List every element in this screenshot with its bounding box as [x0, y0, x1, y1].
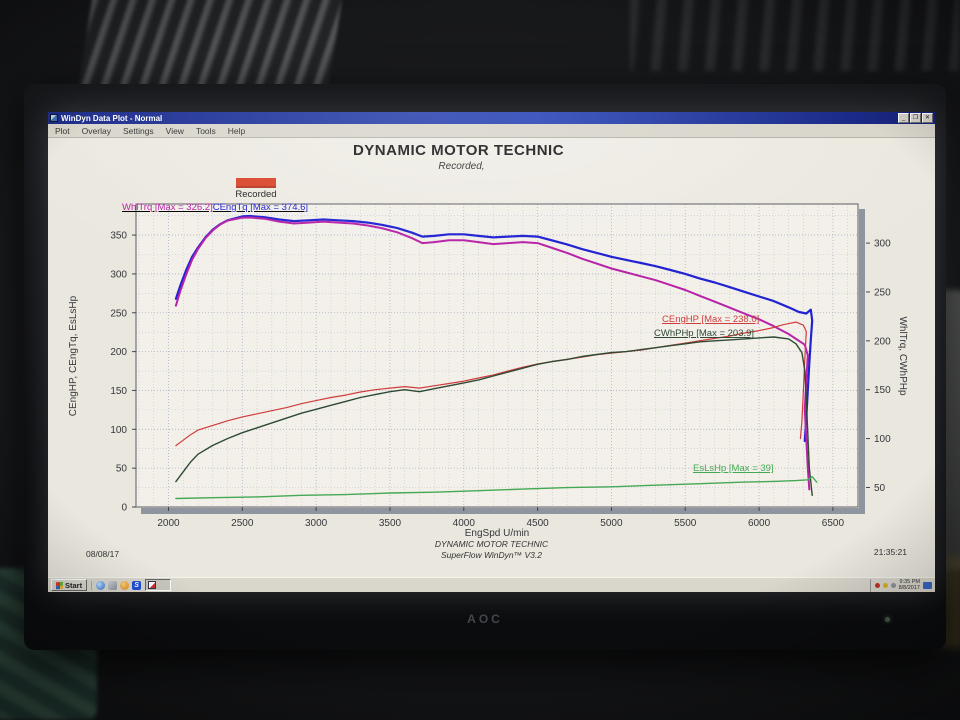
x-tick-label: 5500 [674, 518, 697, 529]
system-tray: 9:35 PM 8/8/2017 [869, 578, 932, 592]
plot-shadow-bottom [141, 508, 865, 514]
right-tick-label: 200 [874, 336, 891, 347]
right-axis-title: WhlTrq, CWhPHp [897, 316, 908, 396]
superflow-s-icon[interactable]: S [132, 580, 142, 590]
menu-plot[interactable]: Plot [55, 125, 70, 136]
x-tick-label: 2500 [231, 518, 254, 529]
minimize-button[interactable]: _ [898, 113, 909, 123]
left-axis-title: CEngHP, CEngTq, EsLsHp [68, 295, 79, 416]
plot-window-icon [50, 114, 58, 122]
x-tick-label: 3000 [305, 518, 328, 529]
menu-view[interactable]: View [165, 125, 184, 136]
chart-legend: Recorded [218, 178, 294, 200]
status-gray-icon[interactable] [890, 582, 896, 588]
x-tick-label: 2000 [157, 518, 180, 529]
x-tick-label: 6000 [748, 518, 771, 529]
left-tick-label: 200 [110, 347, 127, 358]
series-CWhPHp [175, 336, 813, 496]
app-gray-icon[interactable] [108, 580, 118, 590]
legend-label: Recorded [235, 189, 277, 200]
menu-bar: Plot Overlay Settings View Tools Help [48, 124, 935, 138]
left-tick-label: 150 [110, 386, 127, 397]
chart-title: DYNAMIC MOTOR TECHNIC [352, 142, 565, 159]
legend-swatch [236, 178, 276, 188]
chart-subtitle: Recorded, [438, 161, 485, 172]
menu-help[interactable]: Help [227, 125, 246, 136]
x-tick-label: 5000 [600, 518, 623, 529]
x-axis-title: EngSpd U/min [465, 528, 529, 539]
curve-label-cenghp: CEngHP [Max = 238.0] [662, 314, 760, 325]
curve-label-eslshp: EsLsHp [Max = 39] [693, 463, 774, 474]
right-tick-label: 100 [874, 434, 891, 445]
plot-page: DYNAMIC MOTOR TECHNIC Recorded, Recorded… [48, 138, 935, 577]
left-tick-label: 0 [121, 503, 127, 514]
tray-time-text: 9:35 PM [899, 579, 920, 585]
curve-label-whltrq: WhlTrq [Max = 326.2] [122, 202, 213, 213]
footer-software: SuperFlow WinDyn™ V3.2 [440, 550, 543, 560]
power-led[interactable] [885, 617, 890, 622]
footer-time: 21:35:21 [873, 547, 907, 557]
left-tick-label: 300 [110, 269, 127, 280]
quick-launch: S [91, 580, 142, 590]
footer-center: DYNAMIC MOTOR TECHNIC SuperFlow WinDyn™ … [48, 539, 935, 561]
tray-date-text: 8/8/2017 [898, 585, 920, 591]
right-tick-label: 150 [874, 385, 891, 396]
network-blue-icon[interactable] [923, 581, 932, 589]
x-tick-label: 3500 [379, 518, 402, 529]
x-tick-label: 4500 [526, 518, 549, 529]
right-tick-label: 50 [874, 483, 886, 494]
start-button[interactable]: Start [51, 579, 88, 591]
monitor-brand-logo: AOC [467, 612, 503, 626]
alert-red-icon[interactable] [874, 582, 880, 588]
menu-tools[interactable]: Tools [195, 125, 216, 136]
series-EsLsHp [175, 476, 818, 500]
footer-title: DYNAMIC MOTOR TECHNIC [434, 539, 549, 549]
window-titlebar[interactable]: WinDyn Data Plot - Normal _ ❐ ✕ [48, 112, 935, 124]
status-yellow-icon[interactable] [882, 582, 888, 588]
right-tick-label: 250 [874, 287, 891, 298]
start-label: Start [65, 580, 83, 590]
left-tick-label: 50 [116, 464, 128, 475]
screen: WinDyn Data Plot - Normal _ ❐ ✕ Plot Ove… [48, 112, 935, 592]
monitor: WinDyn Data Plot - Normal _ ❐ ✕ Plot Ove… [24, 84, 946, 650]
plot-shadow-right [859, 209, 865, 514]
left-tick-label: 100 [110, 425, 127, 436]
series-CEngTq [174, 214, 814, 443]
x-tick-label: 4000 [453, 518, 476, 529]
window-title: WinDyn Data Plot - Normal [61, 113, 163, 123]
background-metal-slats [77, 0, 343, 94]
background-dark-slats [630, 0, 960, 71]
curve-label-cengtq: CEngTq [Max = 374.6] [212, 202, 309, 213]
curve-label-cwhphp: CWhPHp [Max = 203.9] [654, 328, 755, 339]
browser-globe-icon[interactable] [96, 580, 106, 590]
restore-button[interactable]: ❐ [910, 113, 921, 123]
windyn-task-icon [148, 581, 157, 589]
series-WhlTrq [174, 216, 811, 491]
left-tick-label: 250 [110, 308, 127, 319]
media-orange-icon[interactable] [120, 580, 130, 590]
curve-label-whltrq-cengtq: WhlTrq [Max = 326.2]CEngTq [Max = 374.6] [122, 202, 308, 213]
tray-clock[interactable]: 9:35 PM 8/8/2017 [899, 579, 920, 591]
footer-date: 08/08/17 [86, 549, 120, 559]
close-button[interactable]: ✕ [922, 113, 933, 123]
chart-svg: CEngHP, CEngTq, EsLsHp WhlTrq, CWhPHp En… [68, 203, 908, 539]
plot-frame [135, 203, 859, 508]
menu-settings[interactable]: Settings [122, 125, 154, 136]
left-tick-label: 350 [110, 231, 127, 242]
menu-overlay[interactable]: Overlay [81, 125, 111, 136]
x-tick-label: 6500 [822, 518, 845, 529]
taskbar: Start S 9:35 PM 8/8/2017 [48, 577, 935, 592]
windyn-task-button[interactable] [145, 579, 172, 591]
windows-flag-icon [56, 581, 63, 589]
plot-area [136, 204, 858, 507]
right-tick-label: 300 [874, 239, 891, 250]
